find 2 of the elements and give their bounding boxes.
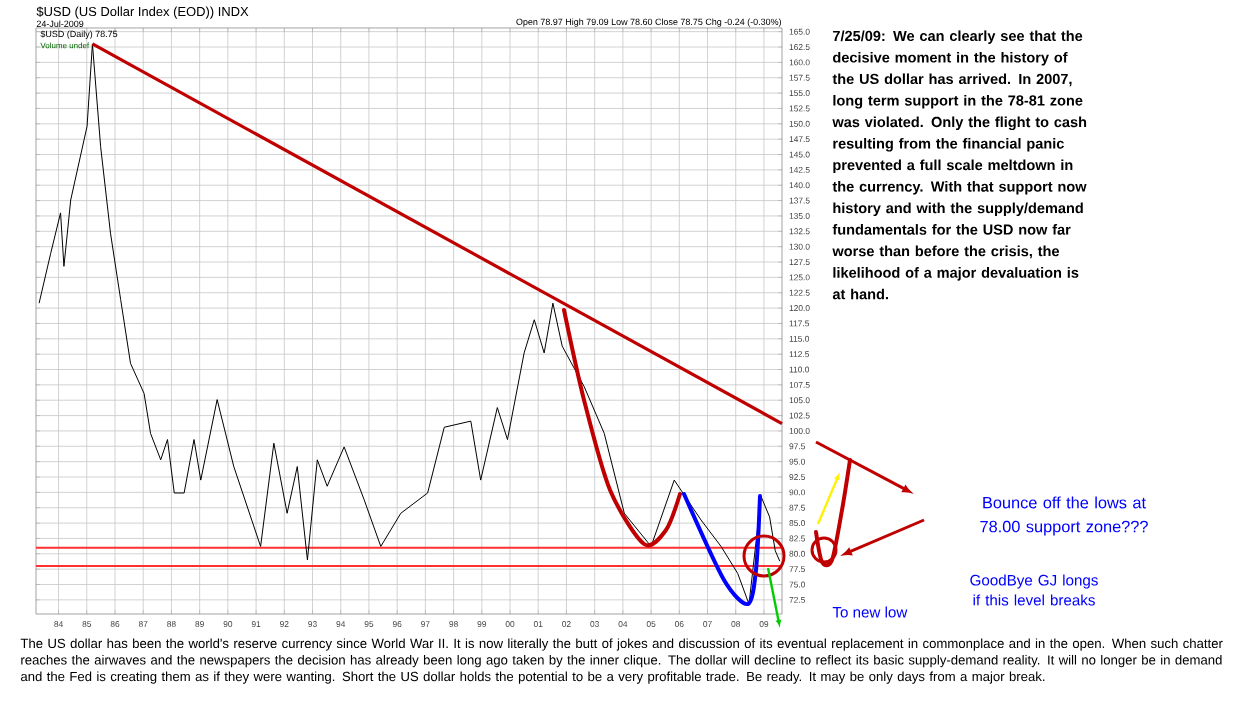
line-series: [38, 43, 781, 605]
text: Bounce off the lows at 78.00 support zone???: [980, 496, 1148, 536]
